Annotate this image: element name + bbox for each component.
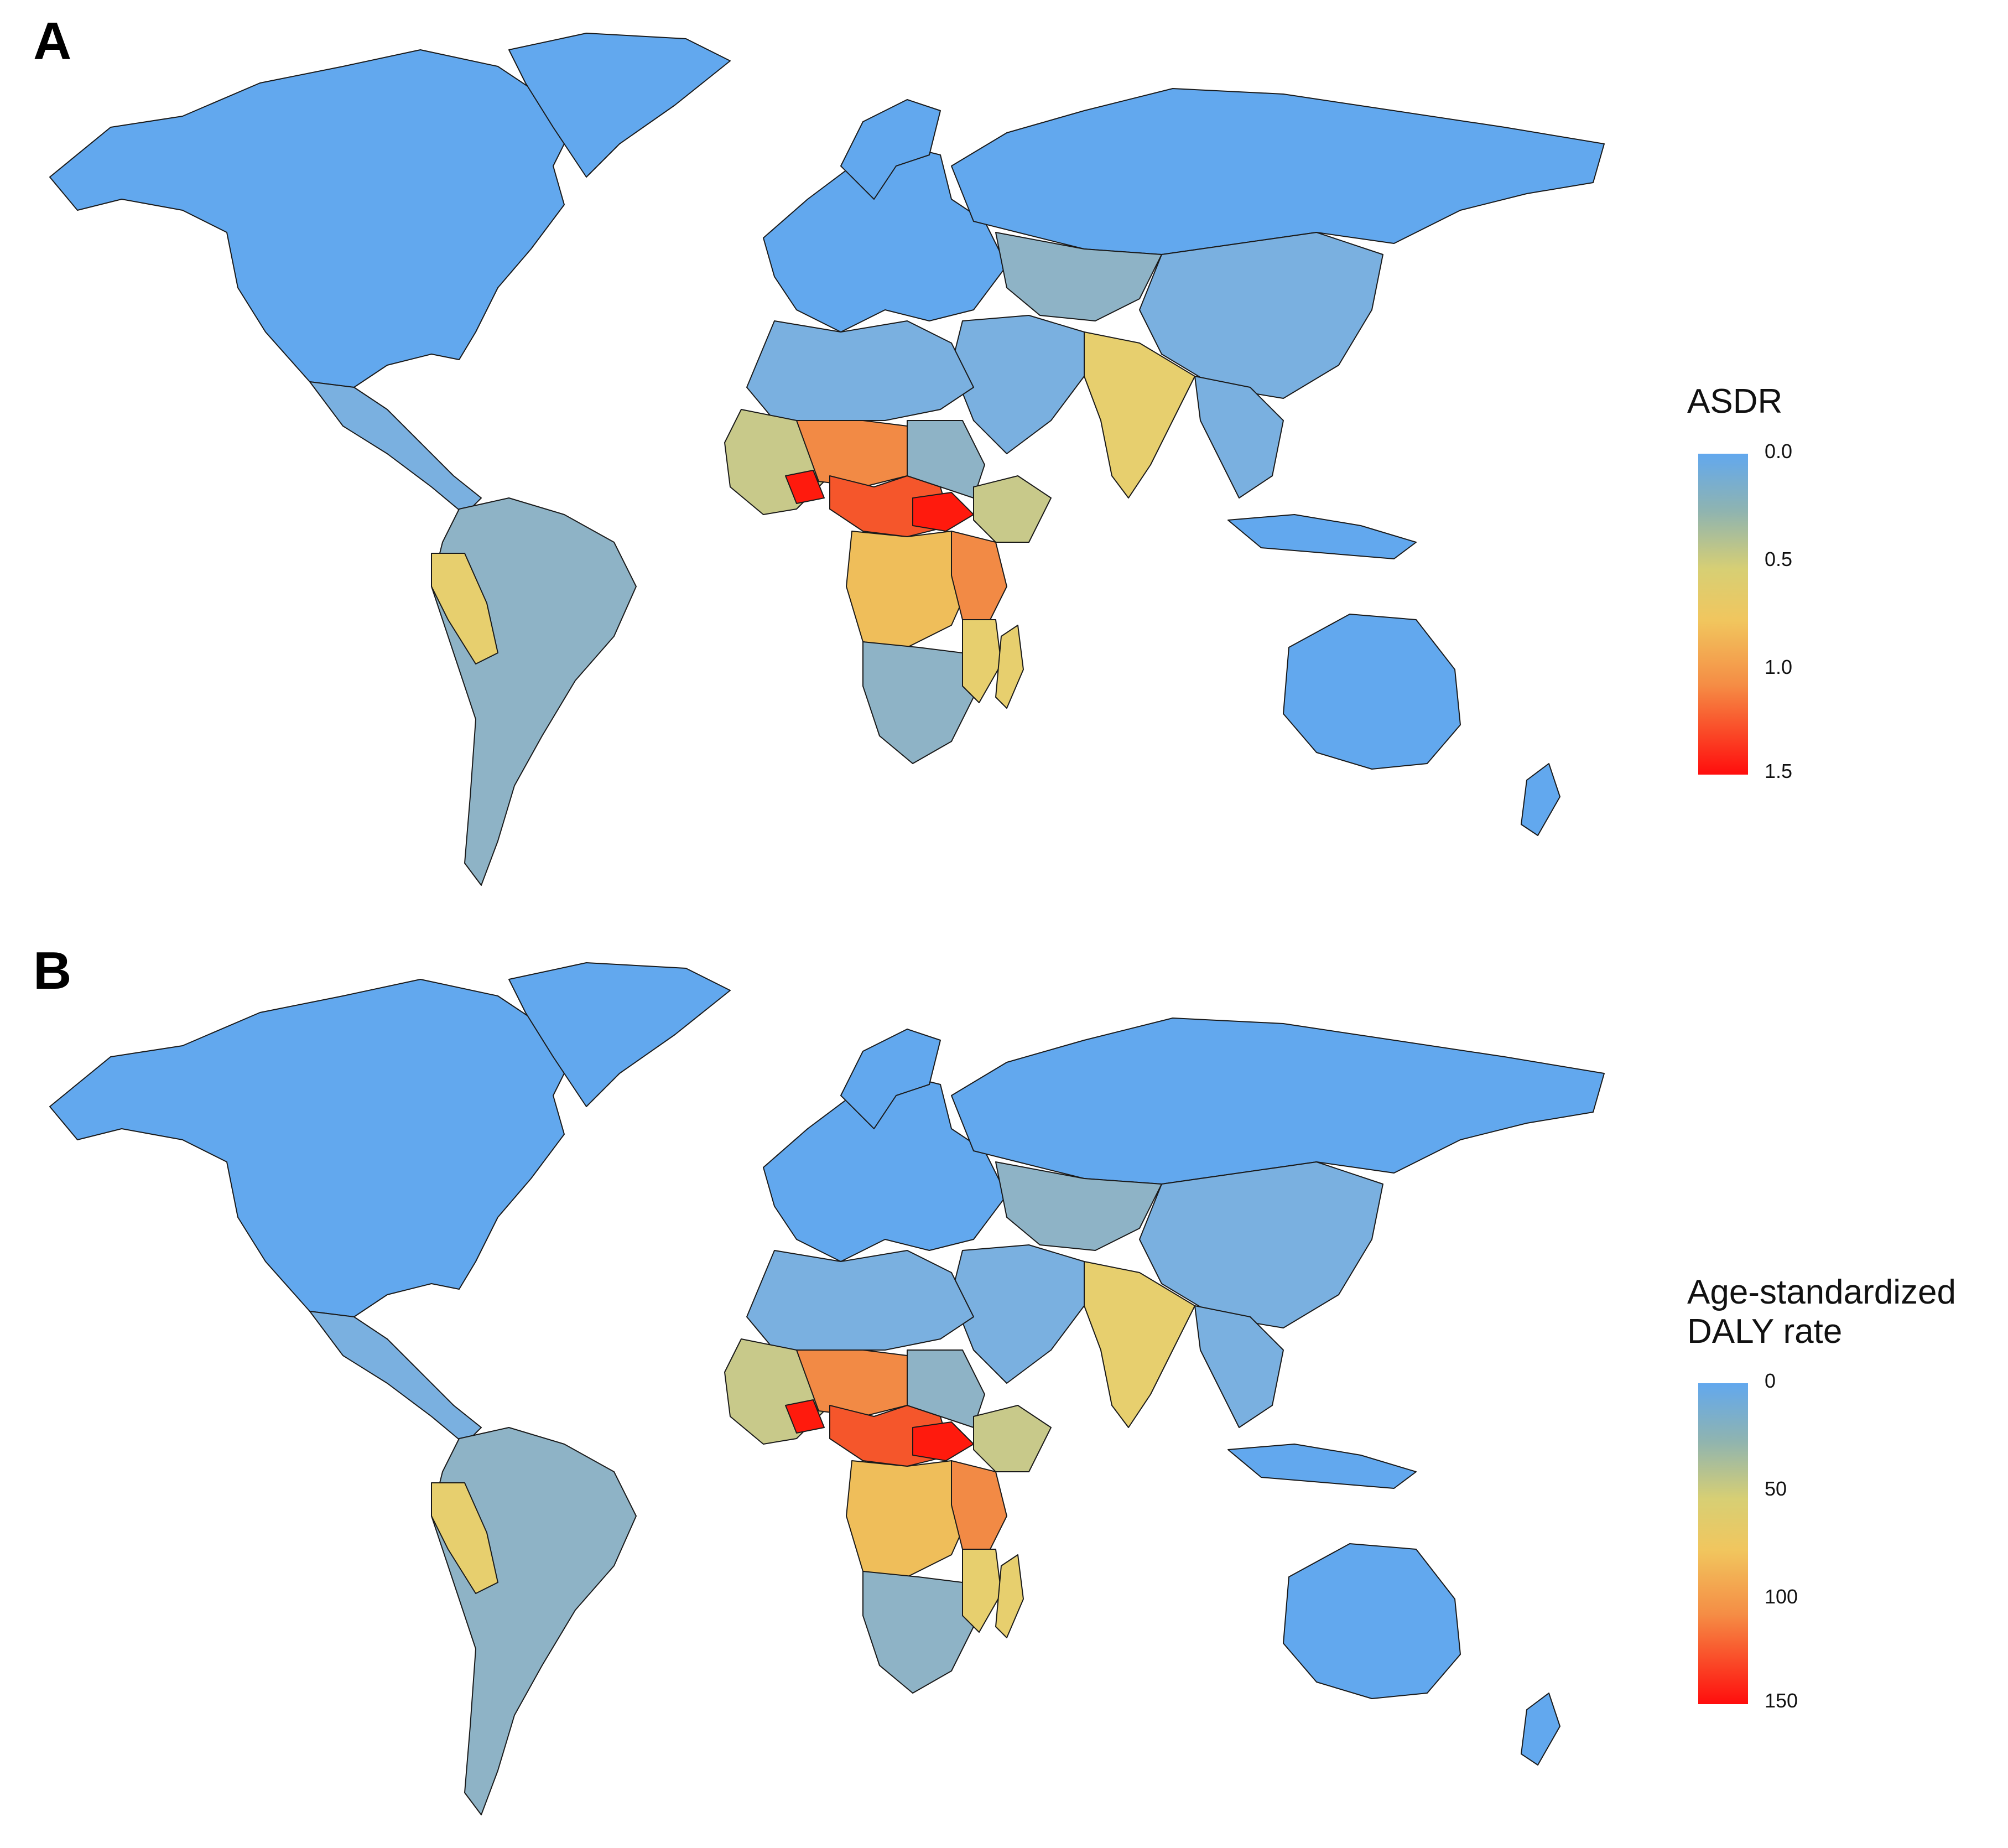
region-southeast-asia: [1194, 376, 1284, 499]
legend-colorbar: [1698, 454, 1748, 775]
legend-tick: 1.5: [1749, 760, 1793, 782]
region-australia: [1283, 614, 1461, 770]
region-russia-north-asia: [951, 88, 1605, 255]
region-greenland: [508, 33, 731, 178]
region-central-asia: [995, 1161, 1162, 1251]
region-china: [1139, 1161, 1383, 1328]
legend-tick: 100: [1749, 1585, 1798, 1608]
legend-title-line: Age-standardized: [1687, 1273, 1956, 1311]
world-map-asdr: [49, 33, 1605, 886]
legend-title-line: ASDR: [1687, 382, 1783, 421]
region-indonesia: [1227, 514, 1417, 559]
panel-label-a: A: [33, 12, 72, 71]
region-peru: [431, 1482, 498, 1594]
legend-tick: 1.0: [1749, 656, 1793, 678]
region-greenland: [508, 962, 731, 1107]
legend-tick: 0.0: [1749, 440, 1793, 463]
region-southern-africa: [862, 641, 974, 764]
region-scandinavia: [840, 1029, 941, 1129]
region-indonesia: [1227, 1444, 1417, 1489]
region-scandinavia: [840, 99, 941, 200]
region-mexico-central-america: [309, 381, 482, 515]
legend-tick: 150: [1749, 1689, 1798, 1712]
region-north-africa: [746, 1250, 974, 1351]
legend-asdr: ASDR 0.0 0.5 1.0 1.5: [1687, 382, 1792, 782]
legend-tick: 0: [1749, 1369, 1776, 1392]
region-mozambique: [962, 619, 1002, 703]
region-central-asia: [995, 232, 1162, 321]
region-horn-of-africa: [973, 1405, 1052, 1472]
region-central-africa: [846, 531, 974, 648]
region-north-america: [49, 979, 570, 1317]
region-peru: [431, 553, 498, 665]
world-map-daly: [49, 962, 1605, 1815]
region-madagascar: [995, 1554, 1024, 1638]
region-southeast-asia: [1194, 1305, 1284, 1428]
legend-tick: 50: [1749, 1477, 1787, 1500]
region-china: [1139, 232, 1383, 399]
legend-daly: Age-standardized DALY rate 0 50 100 150: [1687, 1273, 1956, 1712]
region-russia-north-asia: [951, 1018, 1605, 1185]
region-horn-of-africa: [973, 475, 1052, 543]
region-india: [1084, 331, 1195, 499]
region-mexico-central-america: [309, 1311, 482, 1445]
region-new-zealand: [1521, 1693, 1560, 1766]
legend-title-asdr: ASDR: [1687, 382, 1782, 421]
region-central-african-core: [912, 492, 974, 532]
legend-title-daly: Age-standardized DALY rate: [1687, 1273, 1956, 1352]
region-burkina-faso: [785, 1399, 825, 1434]
legend-colorbar: [1698, 1383, 1748, 1704]
region-central-africa: [846, 1460, 974, 1577]
region-east-africa: [951, 1460, 1007, 1550]
region-southern-africa: [862, 1571, 974, 1694]
region-north-america: [49, 49, 570, 388]
region-india: [1084, 1261, 1195, 1428]
panel-a: A ASDR 0.0 0.5 1.0 1.5: [0, 0, 2008, 918]
region-madagascar: [995, 625, 1024, 709]
panel-label-b: B: [33, 941, 72, 1000]
region-mozambique: [962, 1549, 1002, 1633]
panel-b: B Age-standardized DALY rate 0 50 100 15…: [0, 930, 2008, 1848]
legend-tick: 0.5: [1749, 548, 1793, 570]
region-east-africa: [951, 531, 1007, 620]
region-burkina-faso: [785, 470, 825, 504]
region-north-africa: [746, 320, 974, 421]
legend-title-line: DALY rate: [1687, 1312, 1843, 1351]
region-australia: [1283, 1543, 1461, 1699]
region-new-zealand: [1521, 763, 1560, 836]
region-central-african-core: [912, 1421, 974, 1461]
